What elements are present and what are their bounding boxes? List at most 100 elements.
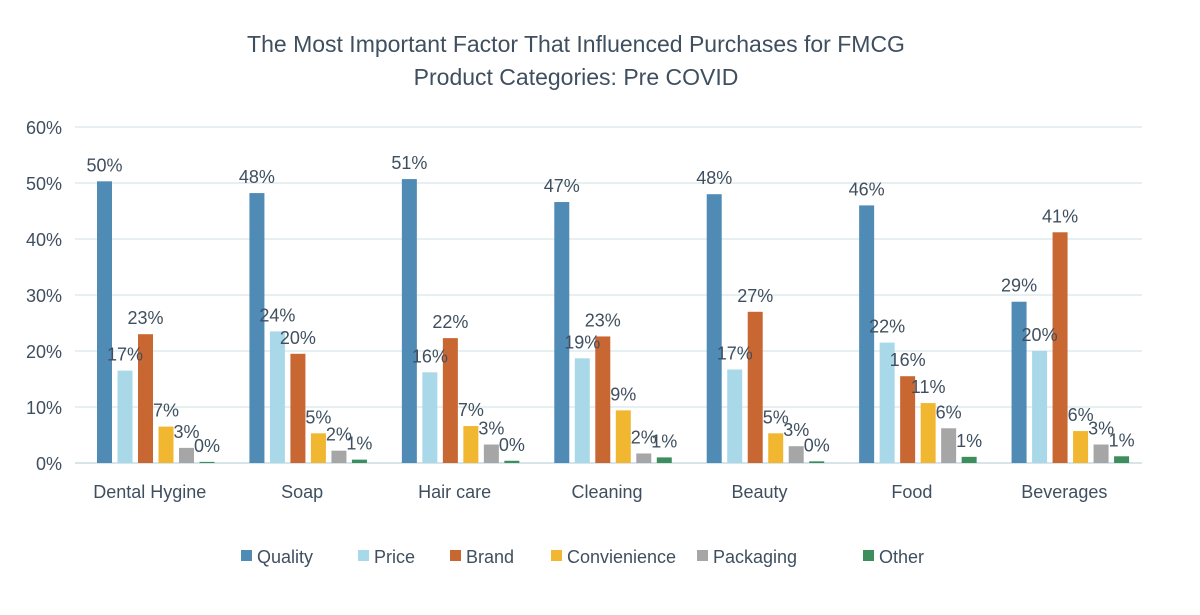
bar-other	[351, 459, 367, 463]
data-label: 27%	[737, 286, 773, 306]
x-tick-label: Cleaning	[572, 482, 643, 502]
legend-swatch-price	[358, 550, 369, 561]
bar-brand	[747, 311, 763, 463]
bar-packaging	[331, 450, 347, 463]
legend-label: Other	[879, 547, 924, 567]
data-label: 1%	[346, 434, 372, 454]
legend-swatch-packaging	[697, 550, 708, 561]
data-label: 22%	[432, 312, 468, 332]
bar-packaging	[941, 428, 957, 463]
data-label: 24%	[259, 305, 295, 325]
data-label: 0%	[499, 435, 525, 455]
bar-price	[1032, 351, 1048, 463]
data-label: 46%	[849, 179, 885, 199]
bar-brand	[442, 338, 458, 463]
data-label: 1%	[1109, 430, 1135, 450]
chart-title-line: Product Categories: Pre COVID	[414, 64, 739, 90]
data-label: 1%	[956, 431, 982, 451]
y-tick-label: 0%	[36, 454, 62, 474]
x-tick-label: Food	[891, 482, 932, 502]
data-label: 20%	[280, 328, 316, 348]
x-tick-label: Beverages	[1021, 482, 1107, 502]
data-label: 23%	[585, 310, 621, 330]
bar-brand	[290, 353, 306, 463]
bar-packaging	[1093, 444, 1109, 463]
data-label: 5%	[763, 407, 789, 427]
data-label: 11%	[911, 377, 946, 397]
bar-quality	[859, 205, 875, 463]
legend-label: Price	[374, 547, 415, 567]
data-label: 41%	[1042, 206, 1078, 226]
bar-brand	[595, 336, 611, 463]
data-label: 51%	[391, 153, 427, 173]
legend-swatch-other	[863, 550, 874, 561]
data-label: 9%	[610, 384, 636, 404]
data-label: 20%	[1022, 325, 1058, 345]
bar-other	[809, 461, 825, 463]
data-label: 5%	[305, 407, 331, 427]
legend-swatch-quality	[241, 550, 252, 561]
legend-label: Brand	[466, 547, 514, 567]
bars	[97, 179, 1130, 464]
bar-convienience	[310, 433, 326, 463]
bar-other	[656, 457, 672, 463]
data-label: 3%	[173, 422, 199, 442]
y-tick-label: 50%	[26, 174, 62, 194]
legend-label: Packaging	[713, 547, 797, 567]
bar-brand	[138, 334, 153, 463]
bar-packaging	[179, 447, 194, 463]
bar-quality	[554, 202, 570, 464]
legend-swatch-convienience	[551, 550, 562, 561]
data-label: 3%	[783, 420, 809, 440]
bar-price	[269, 331, 285, 463]
data-label: 48%	[696, 168, 732, 188]
bar-quality	[706, 194, 722, 463]
x-tick-label: Soap	[281, 482, 323, 502]
y-tick-label: 20%	[26, 342, 62, 362]
x-tick-label: Hair care	[418, 482, 491, 502]
bar-price	[422, 372, 438, 463]
legend: Quality Price Brand Convienience Packaging Ot…	[241, 547, 924, 567]
bar-convienience	[920, 403, 936, 463]
y-tick-label: 60%	[26, 118, 62, 138]
data-label: 17%	[107, 345, 143, 365]
data-label: 7%	[153, 401, 179, 421]
x-axis-ticks: Dental Hygine Soap Hair care Cleaning Beauty…	[93, 482, 1107, 502]
bar-convienience	[463, 426, 479, 463]
data-label: 19%	[564, 332, 600, 352]
bar-convienience	[768, 433, 784, 463]
data-label: 50%	[86, 155, 122, 175]
data-label: 7%	[458, 400, 484, 420]
data-label: 0%	[804, 435, 830, 455]
bar-convienience	[615, 410, 631, 463]
x-tick-label: Dental Hygine	[93, 482, 206, 502]
data-label: 23%	[127, 308, 163, 328]
data-label: 2%	[631, 427, 657, 447]
legend-label: Quality	[257, 547, 313, 567]
chart-title: The Most Important Factor That Influence…	[247, 31, 905, 90]
x-tick-label: Beauty	[731, 482, 787, 502]
bar-packaging	[636, 453, 652, 463]
bar-packaging	[788, 446, 804, 463]
data-label: 3%	[1088, 419, 1114, 439]
data-label: 17%	[717, 343, 753, 363]
data-label: 16%	[890, 350, 926, 370]
bar-brand	[1052, 232, 1068, 463]
data-label: 48%	[239, 167, 275, 187]
bar-packaging	[483, 444, 499, 463]
y-tick-label: 10%	[26, 398, 62, 418]
bar-price	[727, 369, 743, 463]
bar-quality	[401, 179, 417, 463]
chart-title-line: The Most Important Factor That Influence…	[247, 31, 905, 57]
legend-swatch-brand	[450, 550, 461, 561]
data-label: 2%	[326, 425, 352, 445]
bar-quality	[249, 193, 265, 463]
bar-other	[961, 456, 977, 463]
y-tick-label: 30%	[26, 286, 62, 306]
data-label: 6%	[936, 402, 962, 422]
bar-other	[504, 460, 520, 463]
bar-quality	[97, 181, 112, 463]
data-label: 0%	[194, 436, 220, 456]
bar-brand	[900, 376, 916, 463]
